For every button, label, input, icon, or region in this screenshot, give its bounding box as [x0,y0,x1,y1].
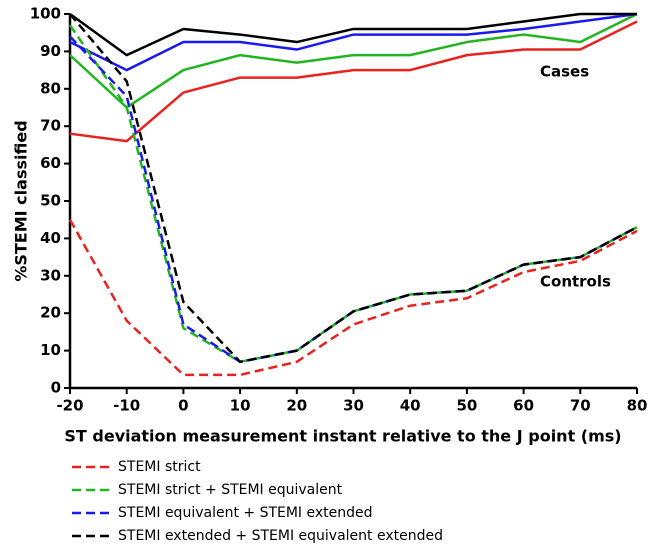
y-tick-label: 80 [40,79,61,97]
y-tick-label: 10 [40,341,61,359]
y-tick-label: 40 [40,229,61,247]
x-tick-label: -10 [113,397,140,415]
y-tick-label: 50 [40,192,61,210]
x-tick-label: 10 [230,397,251,415]
x-tick-label: 40 [400,397,421,415]
annotation: Cases [540,63,589,81]
annotation: Controls [540,273,611,291]
y-tick-label: 20 [40,304,61,322]
case-line [69,12,637,57]
legend-label: STEMI strict + STEMI equivalent [118,482,343,498]
x-tick-label: -20 [56,397,83,415]
x-tick-label: 70 [570,397,591,415]
x-tick-label: 50 [456,397,477,415]
control-line [68,219,638,377]
control-line [69,35,638,364]
x-tick-label: 80 [627,397,648,415]
x-tick-label: 30 [343,397,364,415]
legend-label: STEMI strict [118,459,201,475]
case-line [69,12,638,72]
y-tick-label: 90 [40,42,61,60]
y-tick-label: 30 [40,266,61,284]
case-line [69,12,638,109]
x-tick-label: 0 [178,397,188,415]
legend-label: STEMI extended + STEMI equivalent extend… [118,528,443,544]
y-tick-label: 70 [40,117,61,135]
y-tick-label: 60 [40,154,61,172]
case-line [69,20,638,143]
x-tick-label: 60 [513,397,534,415]
control-line [69,13,638,364]
y-tick-label: 0 [51,379,61,397]
x-axis-label: ST deviation measurement instant relativ… [64,427,621,446]
x-tick-label: 20 [286,397,307,415]
legend-label: STEMI equivalent + STEMI extended [118,505,373,521]
y-tick-label: 100 [30,5,61,23]
y-axis-label: %STEMI classified [12,120,31,281]
